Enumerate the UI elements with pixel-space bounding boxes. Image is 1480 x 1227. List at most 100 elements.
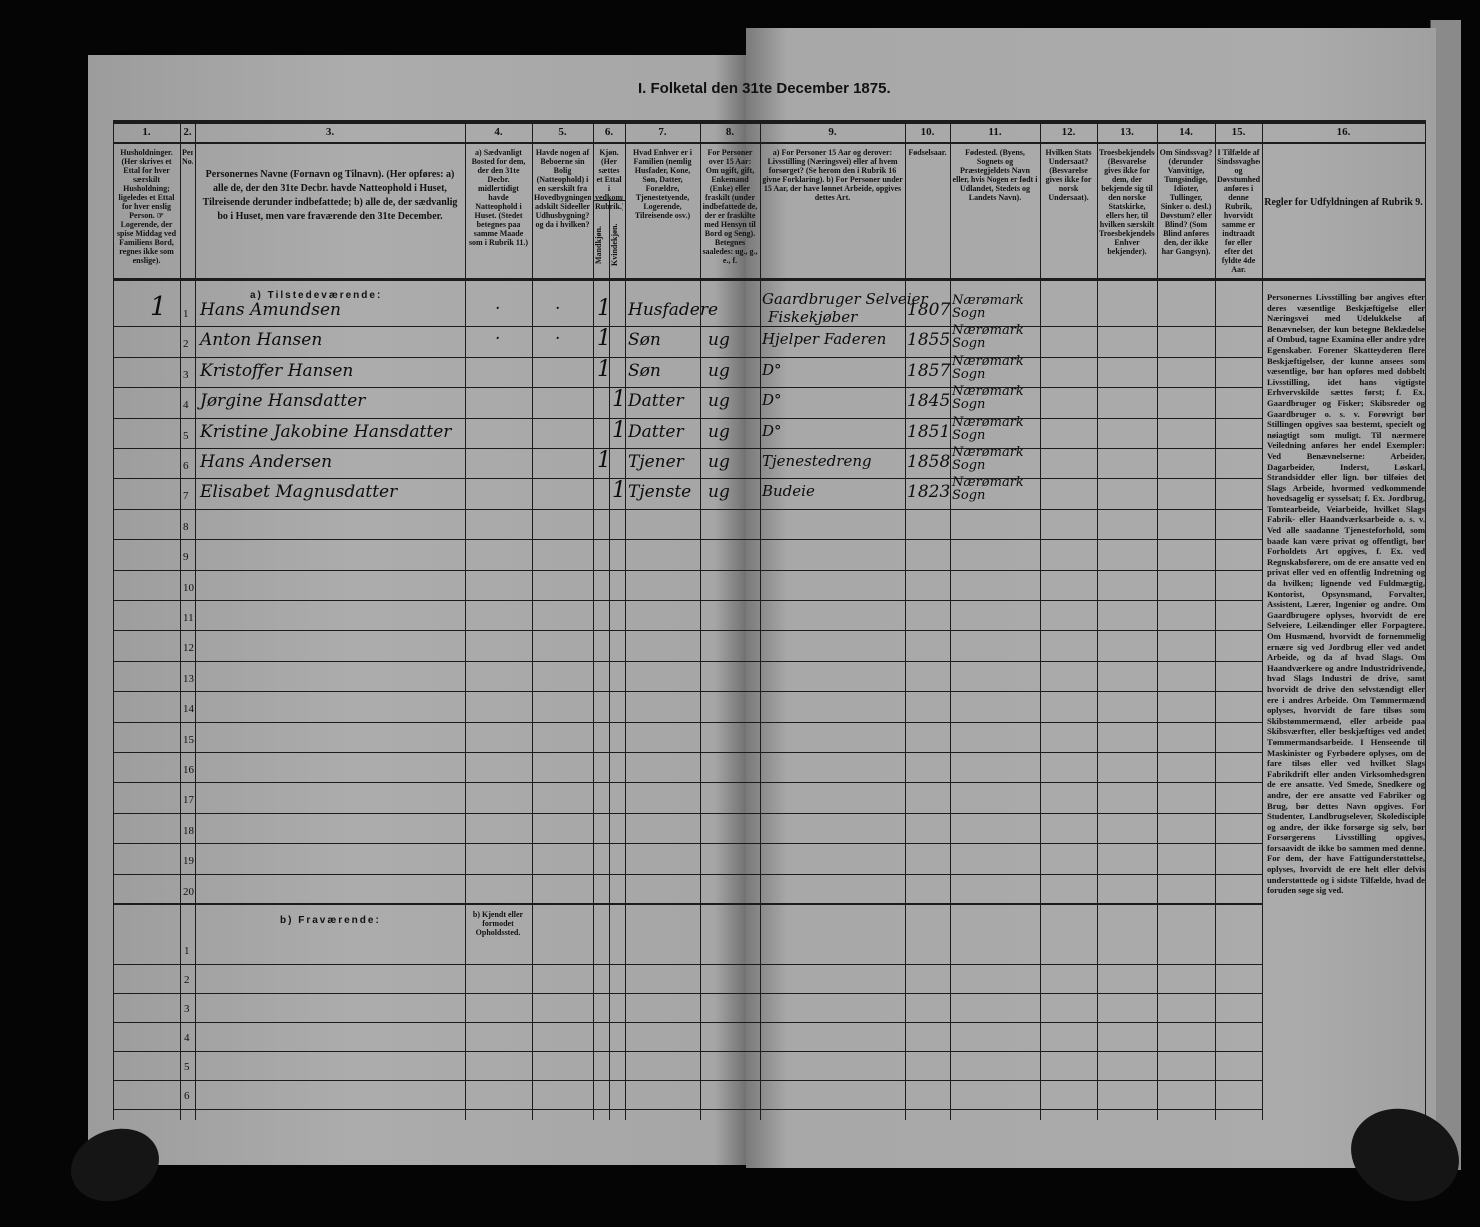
- person-name: Jørgine Hansdatter: [200, 391, 366, 412]
- marital-status: ug: [708, 482, 730, 503]
- household-count: 1: [150, 292, 167, 322]
- column-header: Personernes No.: [182, 148, 193, 166]
- marital-status: e: [708, 300, 719, 320]
- absent-row-rule: [113, 1051, 1262, 1052]
- marital-status: ug: [708, 360, 730, 381]
- column-divider: [1040, 120, 1041, 1120]
- absent-row-rule: [113, 1022, 1262, 1023]
- column-header: Troesbekjendelse. (Besvarelse gives ikke…: [1099, 148, 1155, 256]
- occupation: Hjelper Faderen: [762, 330, 887, 349]
- gender-female: 1: [612, 417, 626, 443]
- birthplace: Nærømark Sogn: [952, 475, 1024, 504]
- absent-section-label: b) Fraværende:: [280, 915, 381, 926]
- column-divider: [1262, 120, 1263, 1120]
- row-number: 18: [183, 824, 194, 837]
- gender-sub-rule: [593, 200, 625, 201]
- absent-row-rule: [113, 964, 1262, 965]
- column-number: 14.: [1179, 126, 1193, 138]
- gender-male: 1: [597, 326, 611, 352]
- female-subheader: Kvindekjøn.: [610, 223, 619, 267]
- left-page: [88, 55, 748, 1165]
- birth-year: 1845: [907, 391, 951, 412]
- row-rule: [113, 539, 1262, 541]
- column-header: Husholdninger. (Her skrives et Ettal for…: [116, 148, 177, 265]
- birthplace: Nærømark Sogn: [952, 353, 1024, 382]
- column-number: 1.: [142, 126, 151, 138]
- absent-location-label: b) Kjendt eller formodet Opholdssted.: [472, 910, 524, 937]
- birthplace: Nærømark Sogn: [952, 414, 1024, 443]
- column-header: Fødested. (Byens, Sognets og Præstegjeld…: [952, 148, 1038, 202]
- top-rule: [113, 120, 1425, 124]
- column-number: 10.: [920, 126, 935, 138]
- column-header: Kjøn. (Her sættes et Ettal i vedkommende…: [595, 148, 623, 211]
- column-divider: [593, 120, 594, 1120]
- column-header: I Tilfælde af Sindssvaghed og Døvstumhed…: [1217, 148, 1260, 274]
- birth-year: 1851: [907, 421, 951, 442]
- person-name: Hans Andersen: [200, 452, 333, 472]
- absent-top-rule: [113, 903, 1262, 904]
- family-role: Husfader: [628, 300, 708, 320]
- column-number: 7.: [658, 126, 667, 138]
- row-rule: [113, 843, 1262, 845]
- row-rule: [113, 600, 1262, 601]
- column-number: 16.: [1336, 126, 1351, 138]
- gender-divider: [609, 200, 610, 1120]
- row-rule: [113, 387, 1262, 389]
- family-role: Datter: [628, 421, 684, 442]
- row-number: 4: [183, 399, 189, 412]
- header-bottom-rule: [113, 278, 1425, 281]
- usual-residence: .: [495, 294, 501, 314]
- birth-year: 1823: [907, 482, 951, 503]
- column-header: Personernes Navne (Fornavn og Tilnavn). …: [202, 169, 458, 222]
- birthplace: Nærømark Sogn: [952, 293, 1024, 321]
- absent-row-rule: [113, 993, 1262, 994]
- row-number: 3: [183, 368, 189, 381]
- rubrik-9-instructions: Personernes Livsstilling bør angives eft…: [1267, 292, 1425, 896]
- marital-status: ug: [708, 452, 730, 472]
- column-header: Om Sindssvag? (derunder Vanvittige, Tung…: [1159, 148, 1213, 256]
- occupation: Gaardbruger Selveier: [762, 290, 928, 308]
- occupation: D°: [762, 421, 782, 440]
- gender-female: 1: [612, 387, 626, 413]
- column-divider: [905, 120, 906, 1120]
- row-rule: [113, 660, 1262, 662]
- family-role: Søn: [628, 330, 661, 351]
- row-number: 20: [183, 885, 194, 898]
- right-page: [746, 28, 1436, 1168]
- absent-row-number: 3: [184, 1003, 190, 1015]
- column-number: 11.: [988, 126, 1002, 138]
- row-rule: [113, 721, 1262, 723]
- column-header: Regler for Udfyldningen af Rubrik 9.: [1264, 197, 1423, 208]
- marital-status: ug: [708, 391, 730, 412]
- person-name: Anton Hansen: [200, 330, 323, 351]
- row-rule: [113, 691, 1262, 693]
- column-divider: [532, 120, 533, 1120]
- row-rule: [113, 448, 1262, 449]
- column-number: 8.: [725, 126, 735, 138]
- row-rule: [113, 326, 1262, 328]
- row-rule: [113, 508, 1262, 510]
- gender-male: 1: [597, 356, 611, 382]
- occupation-line2: Fiskekjøber: [768, 308, 858, 326]
- person-name: Hans Amundsen: [200, 300, 341, 320]
- absent-row-rule: [113, 1109, 1262, 1110]
- absent-row-number: 1: [184, 945, 190, 957]
- row-number: 13: [183, 672, 194, 685]
- column-divider: [625, 120, 626, 1120]
- row-rule: [113, 630, 1262, 632]
- column-header: Havde nogen af Beboerne sin Bolig (Natte…: [534, 148, 591, 229]
- person-name: Elisabet Magnusdatter: [200, 482, 398, 503]
- row-rule: [113, 782, 1262, 784]
- marital-status: ug: [708, 421, 730, 442]
- column-divider: [950, 120, 951, 1120]
- column-divider: [113, 120, 114, 1120]
- usual-residence: .: [495, 324, 501, 345]
- column-header: a) For Personer 15 Aar og derover: Livss…: [762, 148, 903, 202]
- gender-female: 1: [612, 478, 626, 504]
- absent-row-number: 6: [184, 1090, 190, 1102]
- column-divider: [465, 120, 466, 1120]
- column-header: Fødselsaar.: [908, 148, 947, 157]
- column-header: Hvad Enhver er i Familien (nemlig Husfad…: [632, 148, 693, 220]
- row-number: 5: [183, 429, 189, 442]
- column-divider: [1425, 120, 1426, 1120]
